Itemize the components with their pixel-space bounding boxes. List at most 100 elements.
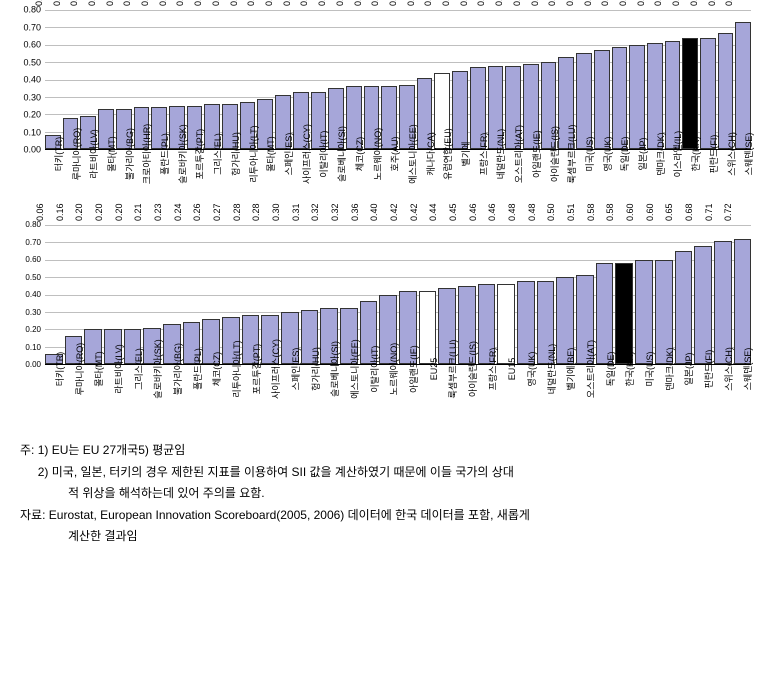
bar	[635, 260, 653, 364]
y-tick: 0.10	[23, 128, 41, 137]
bar-value-label: 0.40	[370, 203, 379, 221]
bar-value-label: 0.32	[311, 203, 320, 221]
bar-slot: 0.47	[470, 10, 486, 149]
bar-slot: 0.62	[665, 10, 681, 149]
bar-value-label: 0.18	[53, 0, 62, 6]
bar-value-label: 0.48	[528, 203, 537, 221]
bar-value-label: 0.59	[602, 0, 611, 6]
x-label: 미국(US)	[584, 136, 595, 171]
bar	[615, 263, 633, 364]
x-label: 그리스(EL)	[133, 348, 144, 390]
bar-value-label: 0.62	[655, 0, 664, 6]
x-label: 독일(DE)	[619, 136, 630, 171]
x-label: 크로아티아(HR)	[141, 124, 152, 184]
bar-value-label: 0.41	[407, 0, 416, 6]
bar-slot: 0.42	[399, 225, 417, 364]
x-label: 이탈리아(IT)	[369, 345, 380, 392]
bar-value-label: 0.36	[336, 0, 345, 6]
x-label: 영국(UK)	[602, 136, 613, 171]
y-tick: 0.80	[23, 6, 41, 15]
bar-value-label: 0.45	[449, 203, 458, 221]
bar-value-label: 0.64	[672, 0, 681, 6]
x-label: 룩셈부르크(LU)	[566, 125, 577, 184]
x-label: 오스트리아(AT)	[513, 125, 524, 183]
bar-slot: 0.36	[381, 10, 397, 149]
bar	[594, 50, 610, 149]
y-tick: 0.60	[23, 41, 41, 50]
x-label: 프랑스(FR)	[487, 348, 498, 391]
bar-slot: 0.48	[517, 225, 535, 364]
y-tick: 0.80	[25, 221, 41, 229]
bar-value-label: 0.71	[705, 203, 714, 221]
bar-value-label: 0.48	[495, 0, 504, 6]
x-label: 스웨덴(SE)	[743, 133, 754, 176]
x-label: 네덜란드(NL)	[546, 344, 557, 395]
charts-root: 0.000.100.200.300.400.500.600.700.80 0.08…	[0, 0, 766, 430]
x-label: 아이슬란드(IS)	[549, 126, 560, 182]
bar-slot: 0.60	[655, 225, 673, 364]
x-label: 라트비아(LV)	[113, 344, 124, 393]
bar-slot: 0.42	[419, 225, 437, 364]
y-tick: 0.10	[25, 344, 41, 352]
bar-slot: 0.08	[45, 10, 61, 149]
x-label: 사이프러스(CY)	[301, 124, 312, 184]
bar-slot: 0.60	[635, 225, 653, 364]
bar-value-label: 0.25	[159, 0, 168, 6]
x-label: 덴마크(DK)	[655, 132, 666, 175]
x-label: 영국(UK)	[526, 351, 537, 386]
bar-slot: 0.24	[151, 10, 167, 149]
x-label: 몰타(MT)	[93, 351, 104, 387]
bar-slot: 0.33	[311, 10, 327, 149]
bar	[629, 45, 645, 149]
bar-value-label: 0.33	[283, 0, 292, 6]
bar-value-label: 0.58	[607, 203, 616, 221]
bar-value-label: 0.46	[489, 203, 498, 221]
y-tick: 0.30	[23, 93, 41, 102]
x-label: 프랑스(FR)	[478, 133, 489, 176]
bar-slot: 0.20	[104, 225, 122, 364]
bar-value-label: 0.60	[619, 0, 628, 6]
bar-slot: 0.64	[700, 10, 716, 149]
bar-value-label: 0.26	[212, 0, 221, 6]
bar-value-label: 0.08	[35, 0, 44, 6]
bar	[596, 263, 614, 364]
bar-slot: 0.41	[417, 10, 433, 149]
bar-slot: 0.60	[629, 10, 645, 149]
bar-value-label: 0.60	[626, 203, 635, 221]
x-label: 에스토니아(EE)	[407, 124, 418, 183]
bar-value-label: 0.16	[56, 203, 65, 221]
x-label: 핀란드(FI)	[703, 350, 714, 389]
x-label: 슬로베니아(SI)	[336, 126, 347, 182]
bar-value-label: 0.51	[567, 203, 576, 221]
bar-slot: 0.46	[497, 225, 515, 364]
bar-slot: 0.55	[576, 10, 592, 149]
y-tick: 0.60	[25, 256, 41, 264]
bar-value-label: 0.55	[566, 0, 575, 6]
note-num-2: 2)	[38, 462, 49, 484]
x-label: 한국(KR)	[624, 351, 635, 386]
y-tick: 0.50	[23, 58, 41, 67]
x-label: 네덜란드(NL)	[495, 129, 506, 180]
bar-slot: 0.73	[735, 10, 751, 149]
x-label: 스페인(ES)	[290, 348, 301, 391]
bar-slot: 0.71	[714, 225, 732, 364]
bar-value-label: 0.26	[193, 203, 202, 221]
x-label: 스웨덴(SE)	[742, 348, 753, 391]
bar-value-label: 0.31	[292, 203, 301, 221]
bar-value-label: 0.24	[141, 0, 150, 6]
bar-value-label: 0.28	[252, 203, 261, 221]
x-label: 폴란드(PL)	[159, 133, 170, 175]
chart-notes: 주: 1) EU는 EU 27개국5) 평균임 주: 2) 미국, 일본, 터키…	[0, 430, 766, 558]
x-label: 노르웨이(NO)	[388, 343, 399, 396]
bar-value-label: 0.23	[106, 0, 115, 6]
bar	[734, 239, 752, 364]
bar-slot: 0.36	[346, 10, 362, 149]
bar-slot: 0.68	[694, 225, 712, 364]
x-label: 에스토니아(EE)	[349, 339, 360, 398]
x-label: 그리스(EL)	[212, 133, 223, 175]
bar-value-label: 0.58	[587, 203, 596, 221]
y-axis: 0.000.100.200.300.400.500.600.700.80	[15, 225, 43, 365]
bar-slot: 0.58	[615, 225, 633, 364]
bar-value-label: 0.28	[233, 203, 242, 221]
bar-slot: 0.24	[183, 225, 201, 364]
